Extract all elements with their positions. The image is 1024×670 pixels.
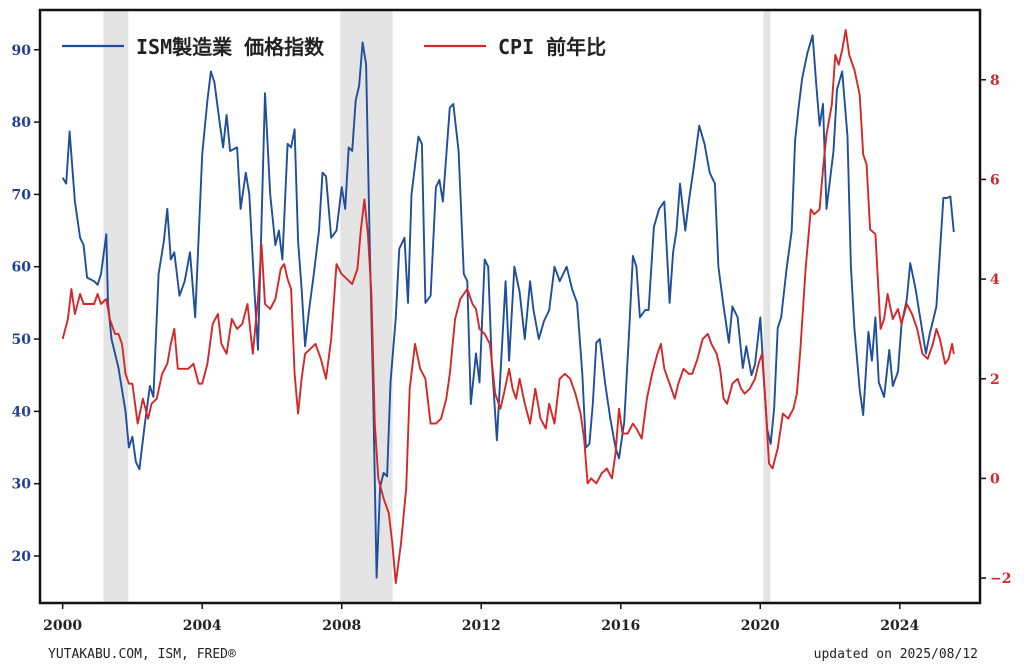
left-tick-label: 40 — [12, 404, 32, 420]
left-tick-label: 80 — [12, 115, 32, 131]
recession-band-2 — [763, 10, 771, 603]
updated-date: updated on 2025/08/12 — [813, 647, 978, 662]
left-tick-label: 60 — [12, 260, 32, 276]
recession-shading — [103, 10, 771, 603]
right-tick-label: 0 — [990, 471, 1000, 487]
right-tick-label: 2 — [990, 372, 1000, 388]
legend-label-ism: ISM製造業 価格指数 — [136, 35, 325, 59]
x-tick-label: 2012 — [462, 618, 501, 634]
legend-label-cpi: CPI 前年比 — [498, 35, 606, 59]
left-tick-label: 90 — [12, 43, 32, 59]
right-tick-label: −2 — [990, 571, 1011, 587]
left-tick-label: 50 — [12, 332, 32, 348]
right-axis: −2 0 2 4 6 8 — [980, 73, 1011, 587]
plot-frame — [38, 8, 982, 605]
x-tick-label: 2024 — [880, 618, 919, 634]
series-line-cpi — [61, 28, 955, 585]
left-tick-label: 20 — [12, 549, 32, 565]
x-tick-label: 2000 — [43, 618, 82, 634]
right-tick-label: 8 — [990, 73, 1000, 89]
right-tick-label: 6 — [990, 172, 1000, 188]
x-tick-label: 2016 — [601, 618, 640, 634]
left-tick-label: 30 — [12, 477, 32, 493]
x-tick-label: 2020 — [741, 618, 780, 634]
x-axis: 2000 2004 2008 2012 2016 2020 2024 — [43, 603, 920, 634]
right-tick-label: 4 — [990, 272, 1000, 288]
left-axis: 20 30 40 50 60 70 80 90 — [12, 43, 40, 565]
x-tick-label: 2004 — [183, 618, 222, 634]
x-tick-label: 2008 — [322, 618, 361, 634]
source-credit: YUTAKABU.COM, ISM, FRED® — [48, 647, 236, 662]
series-line-ism — [61, 34, 955, 579]
left-tick-label: 70 — [12, 187, 32, 203]
series-layer — [61, 28, 955, 585]
legend: ISM製造業 価格指数 CPI 前年比 — [62, 35, 606, 59]
